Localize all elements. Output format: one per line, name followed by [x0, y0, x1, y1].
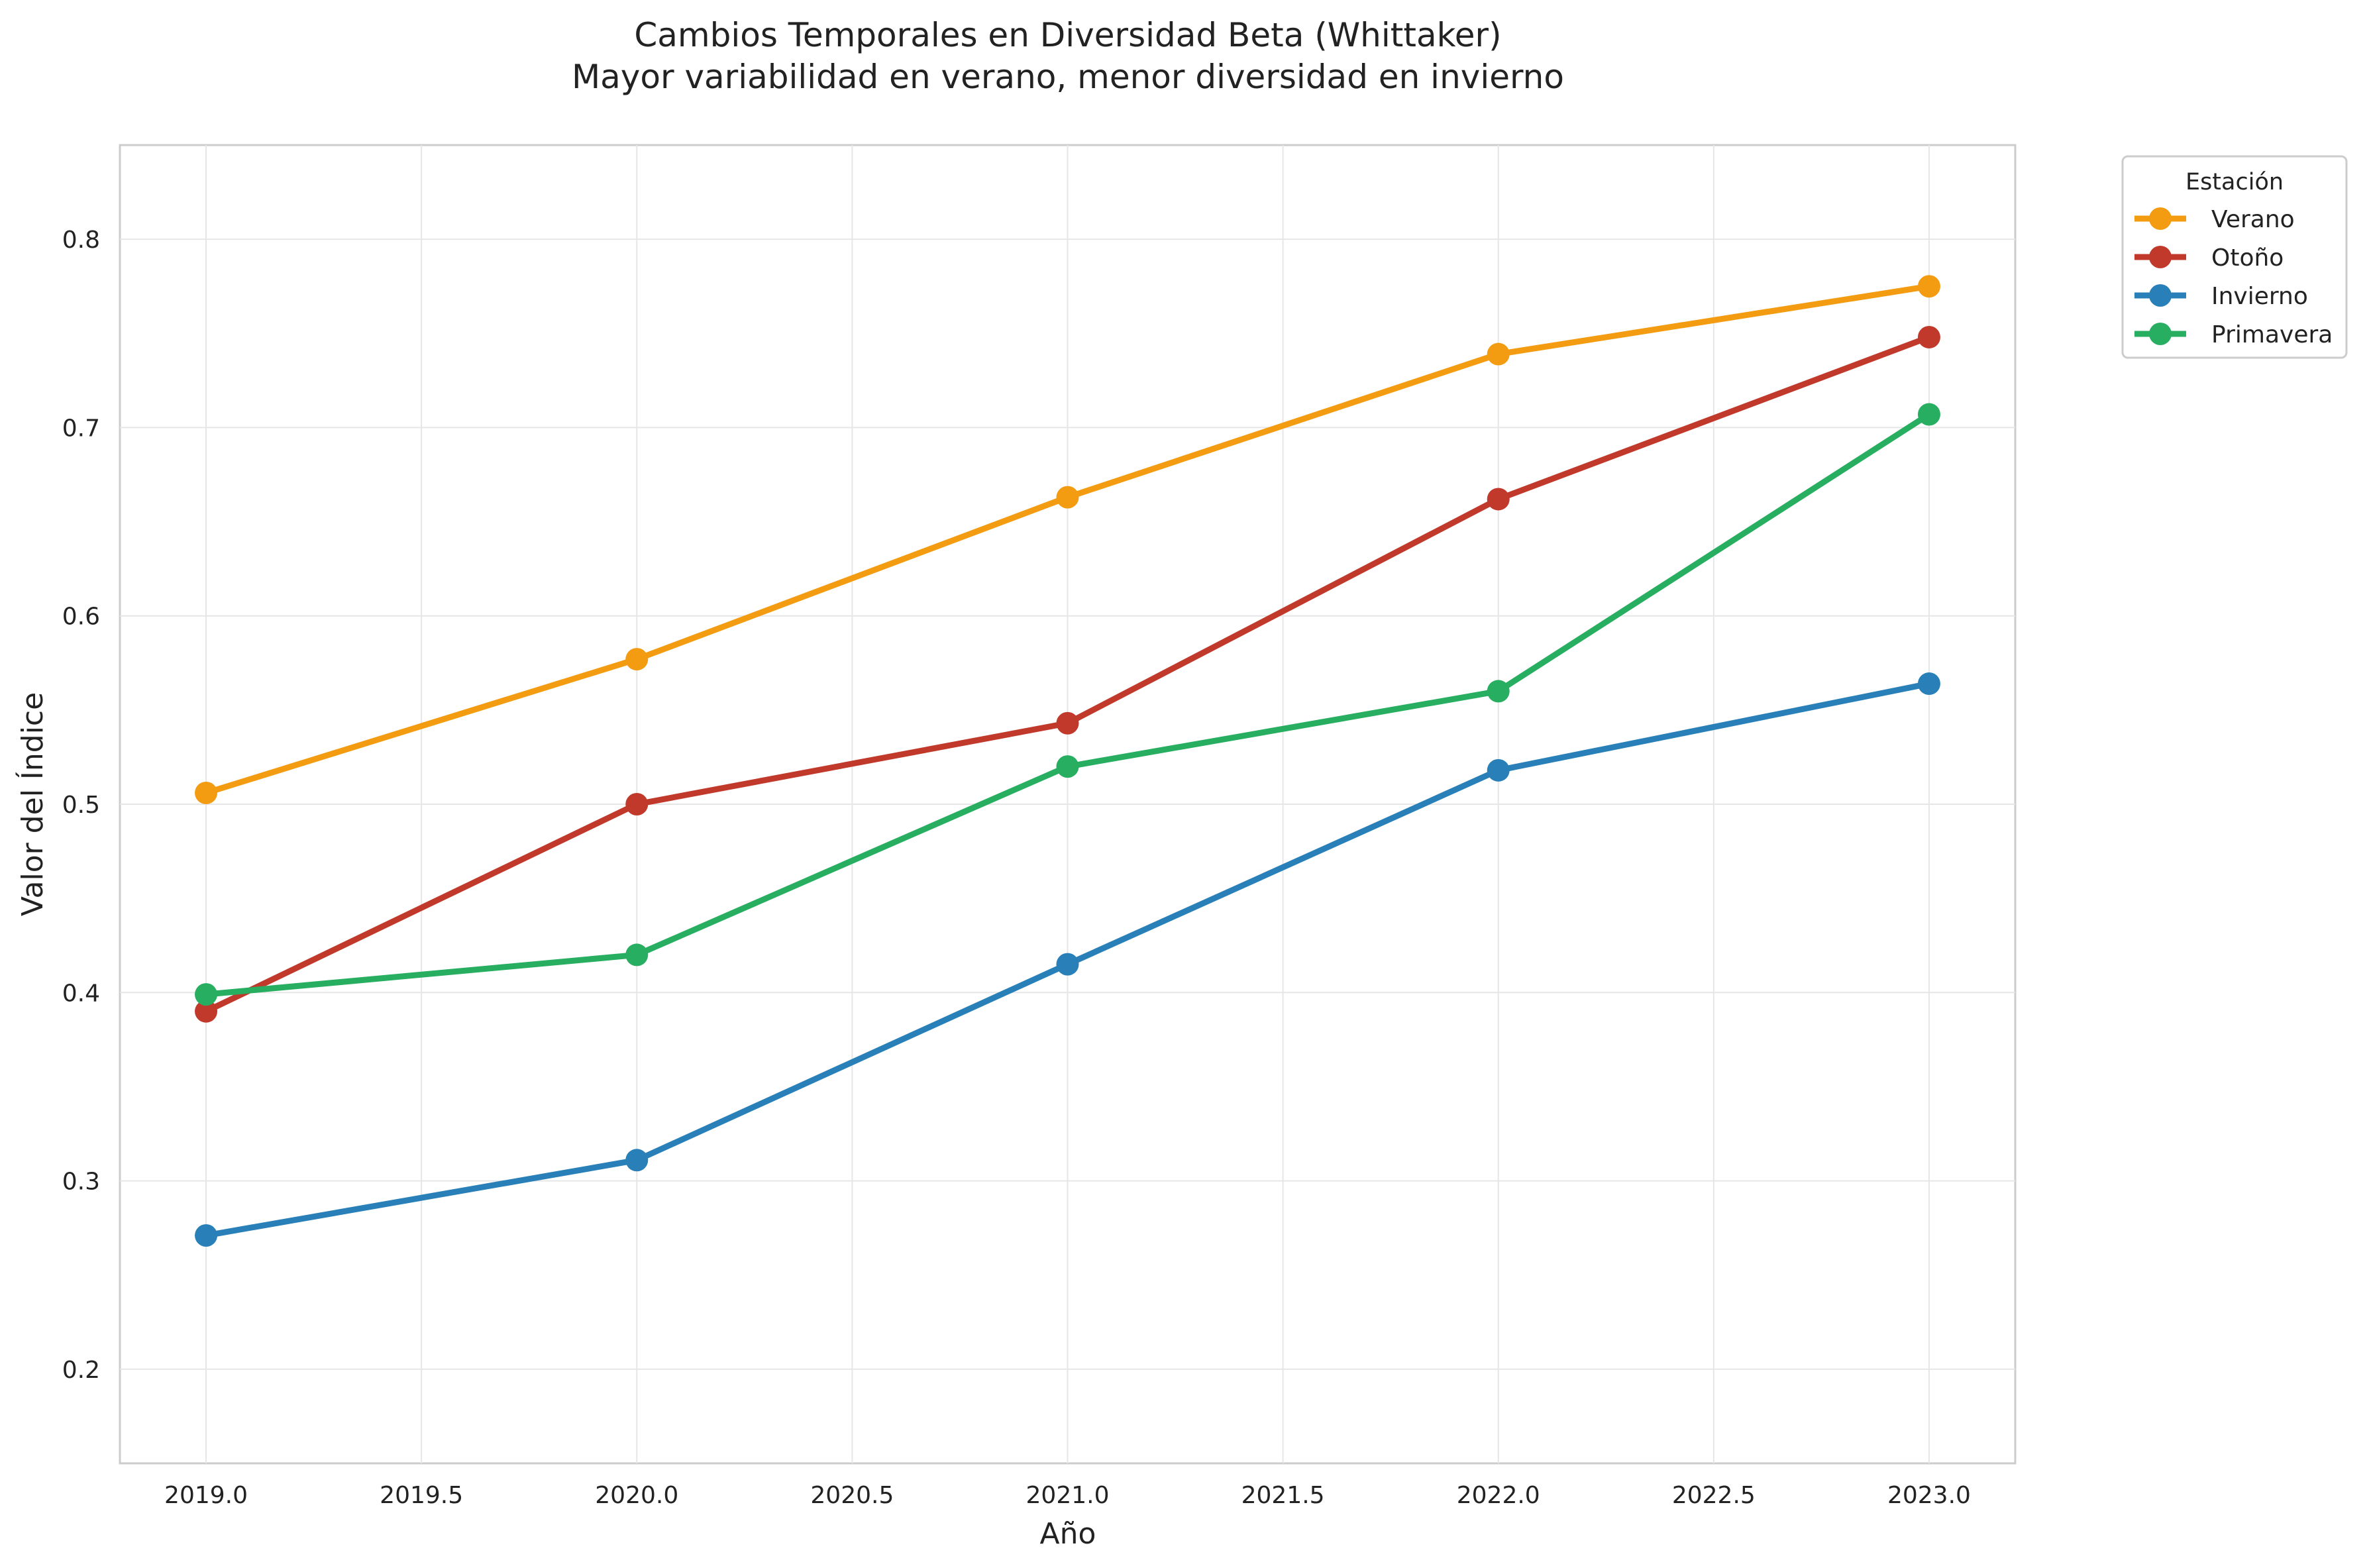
x-tick-label: 2022.0	[1457, 1482, 1540, 1509]
data-point-verano	[625, 648, 649, 671]
legend-swatch-marker	[2149, 246, 2172, 268]
data-point-verano	[1917, 275, 1940, 298]
y-tick-label: 0.8	[62, 227, 100, 254]
legend-item-otono: Otoño	[2134, 244, 2284, 272]
data-point-invierno	[195, 1224, 218, 1247]
data-point-otono	[1487, 488, 1510, 511]
x-tick-label: 2020.0	[595, 1482, 678, 1509]
series-lines	[195, 275, 1940, 1247]
x-tick-label: 2022.5	[1672, 1482, 1756, 1509]
x-axis-ticks: 2019.0 2019.5 2020.0 2020.5 2021.0 2021.5 2022…	[164, 1482, 1971, 1509]
x-tick-label: 2023.0	[1887, 1482, 1971, 1509]
legend-title: Estación	[2185, 169, 2284, 195]
legend-label: Primavera	[2211, 321, 2333, 348]
legend-items: Verano Otoño Invierno Primavera	[2134, 206, 2333, 348]
series-invierno	[195, 672, 1940, 1247]
data-point-invierno	[625, 1149, 649, 1172]
data-point-primavera	[1056, 755, 1079, 778]
series-primavera	[195, 403, 1940, 1006]
data-point-otono	[1917, 325, 1940, 348]
x-tick-label: 2019.0	[164, 1482, 248, 1509]
data-point-verano	[195, 781, 218, 804]
y-tick-label: 0.7	[62, 415, 100, 442]
legend-box	[2121, 155, 2348, 359]
data-point-invierno	[1056, 953, 1079, 976]
y-tick-label: 0.4	[62, 980, 100, 1007]
chart-subtitle: Mayor variabilidad en verano, menor dive…	[572, 58, 1564, 96]
chart-title: Cambios Temporales en Diversidad Beta (W…	[634, 16, 1501, 54]
legend-swatch-marker	[2149, 323, 2172, 345]
data-point-primavera	[195, 983, 218, 1006]
legend-label: Verano	[2211, 206, 2295, 233]
x-tick-label: 2020.5	[810, 1482, 894, 1509]
x-axis-label: Año	[1040, 1517, 1096, 1551]
legend-label: Otoño	[2211, 244, 2284, 272]
data-point-primavera	[1917, 403, 1940, 426]
legend-swatch-marker	[2149, 284, 2172, 307]
data-point-otono	[1056, 711, 1079, 735]
data-point-primavera	[625, 943, 649, 967]
y-tick-label: 0.5	[62, 792, 100, 819]
legend-swatch-marker	[2149, 207, 2172, 230]
x-tick-label: 2021.0	[1026, 1482, 1110, 1509]
series-verano	[195, 275, 1940, 804]
y-axis-label: Valor del Índice	[15, 692, 50, 916]
legend: Estación Verano Otoño Invierno Primavera	[2121, 155, 2348, 359]
data-point-otono	[625, 793, 649, 815]
legend-item-verano: Verano	[2134, 206, 2295, 233]
data-point-invierno	[1487, 758, 1510, 782]
y-tick-label: 0.6	[62, 603, 100, 631]
x-tick-label: 2021.5	[1241, 1482, 1325, 1509]
y-axis-ticks: 0.2 0.3 0.4 0.5 0.6 0.7 0.8	[62, 227, 100, 1384]
data-point-verano	[1487, 342, 1510, 366]
y-tick-label: 0.3	[62, 1169, 100, 1196]
series-otono	[195, 325, 1940, 1023]
data-point-invierno	[1917, 672, 1940, 696]
data-point-primavera	[1487, 680, 1510, 703]
legend-label: Invierno	[2211, 283, 2308, 310]
legend-item-invierno: Invierno	[2134, 283, 2308, 310]
data-point-otono	[195, 1000, 218, 1023]
legend-item-primavera: Primavera	[2134, 321, 2333, 348]
x-tick-label: 2019.5	[380, 1482, 463, 1509]
data-point-verano	[1056, 486, 1079, 509]
y-tick-label: 0.2	[62, 1357, 100, 1384]
